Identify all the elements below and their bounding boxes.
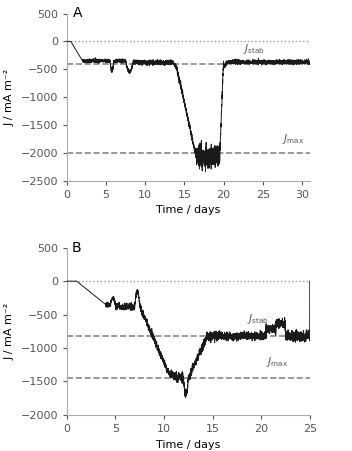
Y-axis label: J / mA m⁻²: J / mA m⁻² — [5, 69, 15, 126]
Text: $J_{\mathregular{stab}}$: $J_{\mathregular{stab}}$ — [243, 42, 265, 56]
Text: A: A — [73, 6, 83, 20]
Text: $J_{\mathregular{stab}}$: $J_{\mathregular{stab}}$ — [247, 312, 269, 326]
X-axis label: Time / days: Time / days — [156, 205, 220, 216]
Text: $J_{\mathregular{max}}$: $J_{\mathregular{max}}$ — [266, 355, 288, 369]
Y-axis label: J / mA m⁻²: J / mA m⁻² — [5, 303, 15, 360]
X-axis label: Time / days: Time / days — [156, 440, 220, 450]
Text: $J_{\mathregular{max}}$: $J_{\mathregular{max}}$ — [282, 132, 305, 146]
Text: B: B — [72, 241, 81, 255]
